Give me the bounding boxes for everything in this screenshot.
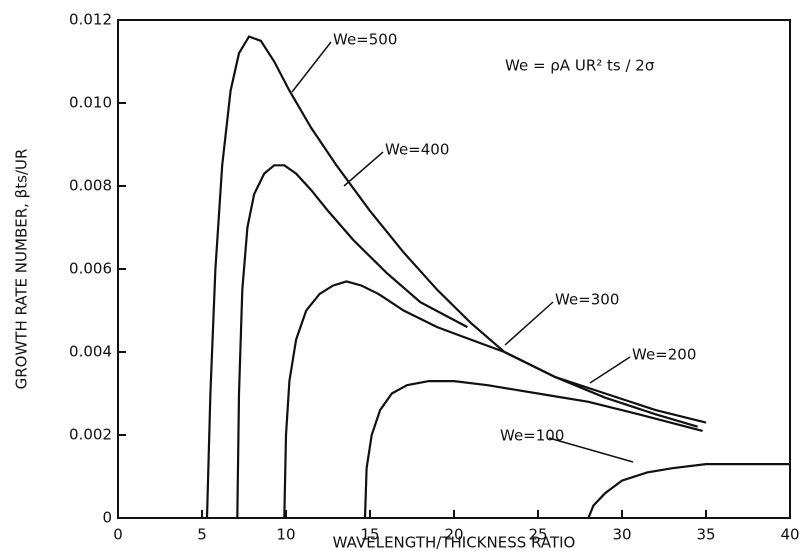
leader-line [504, 301, 554, 346]
y-axis-label: GROWTH RATE NUMBER, βts/UR [13, 149, 31, 390]
x-tick-label: 25 [528, 526, 547, 544]
leader-line [589, 356, 631, 384]
leader-line [343, 151, 384, 187]
plot-frame [117, 19, 791, 519]
y-tick-label: 0.008 [69, 177, 112, 195]
curve-label: We=500 [333, 31, 397, 49]
curve [283, 280, 698, 519]
curve [236, 164, 468, 519]
curve-label: We=400 [385, 141, 449, 159]
x-tick-label: 5 [197, 526, 207, 544]
y-tick-label: 0 [102, 509, 112, 527]
curve [205, 35, 707, 519]
curve-label: We=100 [500, 427, 564, 445]
y-tick-label: 0.004 [69, 343, 112, 361]
x-tick-label: 20 [444, 526, 463, 544]
y-tick-label: 0.012 [69, 11, 112, 29]
y-tick-label: 0.002 [69, 426, 112, 444]
y-tick-label: 0.010 [69, 94, 112, 112]
x-tick-label: 15 [360, 526, 379, 544]
x-tick-label: 0 [113, 526, 123, 544]
curve [363, 380, 703, 519]
x-tick-label: 10 [276, 526, 295, 544]
x-tick-label: 30 [612, 526, 631, 544]
x-axis-label: WAVELENGTH/THICKNESS RATIO [333, 534, 576, 551]
curve-label: We=200 [632, 346, 696, 364]
curve-label: We=300 [555, 291, 619, 309]
leader-line [291, 41, 332, 93]
leader-line [548, 437, 634, 463]
x-tick-label: 40 [780, 526, 799, 544]
formula-annotation: We = ρA UR² ts / 2σ [505, 57, 655, 75]
curve [587, 463, 790, 519]
y-tick-label: 0.006 [69, 260, 112, 278]
x-tick-label: 35 [696, 526, 715, 544]
